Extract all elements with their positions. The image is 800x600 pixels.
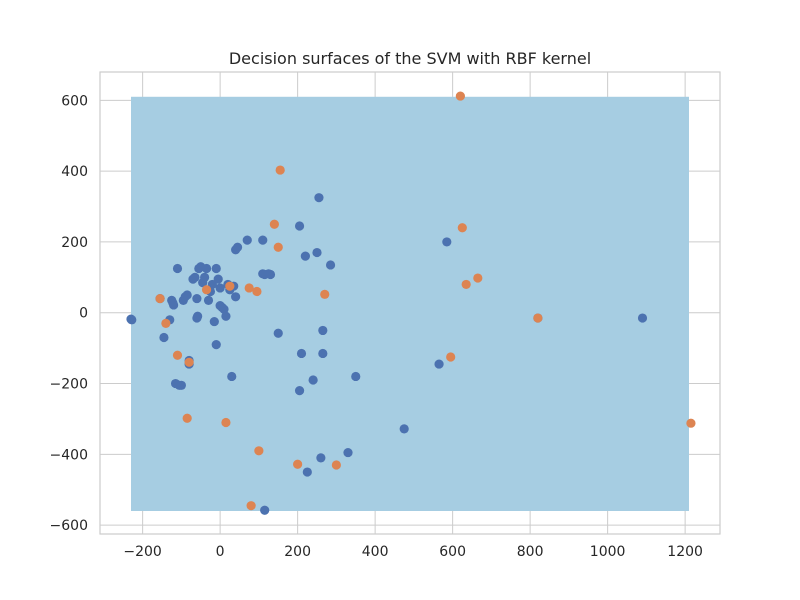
x-tick-label: 600	[439, 544, 466, 560]
data-point-class-b	[331, 460, 341, 470]
x-tick-label: 800	[517, 544, 544, 560]
data-point-class-b	[155, 293, 165, 304]
data-point-class-a	[213, 274, 223, 284]
axes-frame	[99, 71, 721, 535]
data-point-class-b	[686, 418, 696, 428]
data-point-class-a	[172, 263, 183, 274]
data-point-class-a	[316, 453, 326, 463]
data-point-class-a	[343, 447, 353, 458]
data-point-class-b	[269, 219, 279, 229]
data-point-class-a	[434, 359, 444, 369]
x-tick-label: 0	[216, 544, 225, 560]
x-tick-label: 1000	[590, 544, 626, 560]
data-point-class-b	[244, 283, 254, 293]
data-point-class-a	[190, 272, 200, 282]
data-point-class-a	[308, 375, 318, 385]
data-point-class-a	[442, 237, 452, 247]
data-point-class-b	[254, 446, 264, 456]
data-point-class-a	[265, 269, 276, 280]
data-point-class-a	[351, 371, 361, 382]
data-point-class-b	[246, 501, 256, 511]
data-point-class-b	[252, 286, 262, 297]
data-point-class-a	[232, 242, 243, 252]
data-point-class-a	[260, 505, 270, 515]
data-point-class-a	[211, 263, 221, 274]
data-point-class-a	[273, 328, 283, 338]
data-point-class-a	[203, 295, 214, 305]
y-tick-label: 0	[79, 306, 88, 322]
data-point-class-b	[184, 357, 194, 367]
data-point-class-b	[455, 91, 465, 101]
y-tick-label: 600	[61, 93, 88, 109]
data-point-class-a	[312, 247, 322, 258]
data-point-class-a	[318, 348, 328, 359]
data-point-class-a	[215, 283, 225, 293]
x-tick-label: 200	[284, 544, 311, 560]
data-point-class-a	[192, 293, 202, 304]
data-point-class-b	[221, 417, 231, 428]
data-point-class-b	[473, 273, 483, 283]
data-point-class-a	[200, 272, 210, 282]
data-point-class-a	[399, 424, 409, 434]
x-tick-label: −200	[123, 544, 161, 560]
y-tick-label: −600	[50, 518, 88, 534]
data-point-class-a	[637, 313, 648, 323]
data-point-class-a	[318, 325, 328, 336]
data-point-class-b	[161, 318, 171, 328]
data-point-class-a	[300, 251, 310, 261]
data-point-class-a	[294, 386, 305, 396]
decision-region	[131, 96, 689, 511]
data-point-class-a	[127, 315, 137, 325]
data-point-class-a	[296, 348, 307, 359]
data-point-class-b	[533, 313, 543, 323]
x-tick-label: 400	[362, 544, 389, 560]
data-point-class-a	[169, 300, 179, 310]
y-tick-label: 400	[61, 164, 88, 180]
data-point-class-a	[176, 380, 186, 390]
data-point-class-a	[314, 193, 324, 203]
data-point-class-b	[172, 350, 183, 360]
data-point-class-a	[201, 263, 212, 274]
data-point-class-b	[225, 281, 235, 291]
data-point-class-b	[201, 285, 212, 295]
data-point-class-a	[302, 467, 312, 477]
y-tick-label: −400	[50, 447, 88, 463]
data-point-class-a	[325, 260, 336, 270]
data-point-class-a	[258, 235, 268, 245]
data-point-class-b	[182, 413, 192, 423]
data-point-class-a	[294, 221, 305, 231]
data-point-class-a	[159, 332, 169, 343]
data-point-class-a	[231, 292, 241, 302]
y-tick-label: −200	[50, 377, 88, 393]
data-point-class-b	[275, 165, 285, 175]
data-point-class-b	[446, 352, 456, 362]
data-point-class-a	[227, 371, 237, 382]
data-point-class-b	[320, 289, 330, 299]
data-point-class-a	[207, 279, 217, 290]
y-tick-label: 200	[61, 235, 88, 251]
y-tick-labels: −600 −400 −200 0 200 400 600	[50, 93, 88, 534]
data-point-class-a	[193, 311, 203, 321]
data-points	[126, 91, 696, 515]
x-tick-labels: −200 0 200 400 600 800 1000 1200	[123, 544, 703, 560]
data-point-class-a	[242, 235, 252, 245]
data-point-class-b	[273, 242, 283, 252]
data-point-class-a	[221, 311, 231, 321]
data-point-class-a	[182, 290, 192, 300]
data-point-class-b	[293, 459, 303, 469]
data-point-class-a	[209, 316, 219, 327]
data-point-class-a	[219, 304, 229, 314]
data-point-class-a	[211, 339, 221, 350]
data-point-class-b	[461, 279, 471, 290]
chart-title: Decision surfaces of the SVM with RBF ke…	[229, 49, 591, 68]
x-tick-label: 1200	[667, 544, 703, 560]
data-point-class-b	[457, 223, 467, 233]
